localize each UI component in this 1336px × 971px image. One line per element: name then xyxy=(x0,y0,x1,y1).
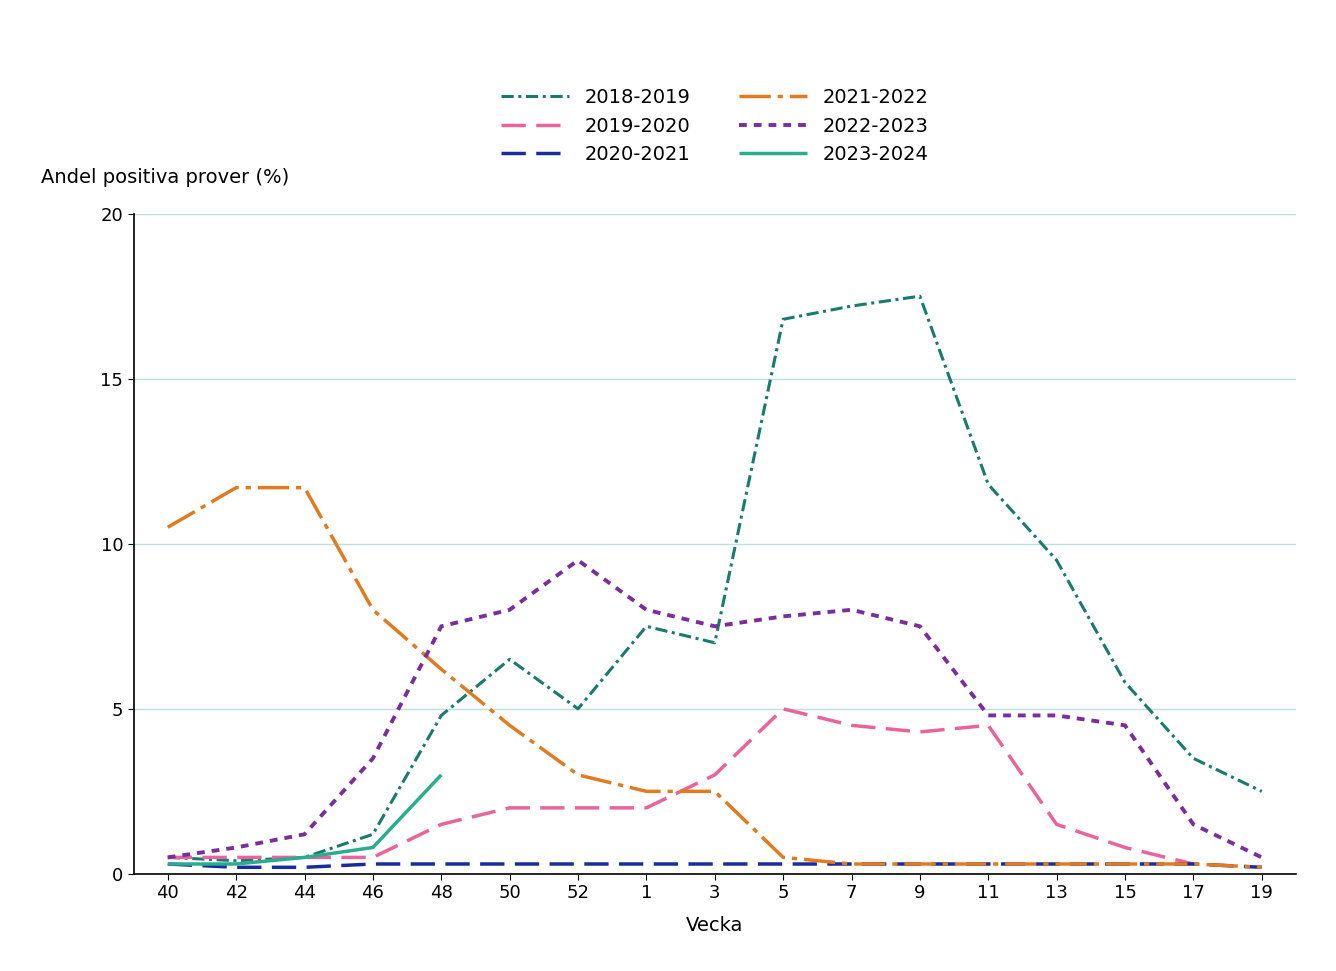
2022-2023 xyxy=(843,604,859,616)
2018-2019 xyxy=(160,852,176,863)
2020-2021 xyxy=(912,858,929,870)
2021-2022 xyxy=(707,786,723,797)
2018-2019 xyxy=(365,828,381,840)
2020-2021 xyxy=(297,861,313,873)
X-axis label: Vecka: Vecka xyxy=(687,917,743,935)
2018-2019 xyxy=(297,852,313,863)
2018-2019 xyxy=(707,637,723,649)
2018-2019 xyxy=(912,290,929,302)
2019-2020 xyxy=(501,802,517,814)
Line: 2018-2019: 2018-2019 xyxy=(168,296,1261,860)
2022-2023 xyxy=(775,611,791,622)
2019-2020 xyxy=(843,720,859,731)
2020-2021 xyxy=(775,858,791,870)
2018-2019 xyxy=(1117,677,1133,688)
2021-2022 xyxy=(1117,858,1133,870)
2021-2022 xyxy=(160,521,176,533)
2022-2023 xyxy=(639,604,655,616)
2020-2021 xyxy=(639,858,655,870)
2021-2022 xyxy=(1253,861,1269,873)
2021-2022 xyxy=(570,769,587,781)
2021-2022 xyxy=(228,482,244,493)
2022-2023 xyxy=(1253,852,1269,863)
2020-2021 xyxy=(160,858,176,870)
2022-2023 xyxy=(228,842,244,854)
2020-2021 xyxy=(433,858,449,870)
2022-2023 xyxy=(570,554,587,566)
2019-2020 xyxy=(1049,819,1065,830)
2018-2019 xyxy=(570,703,587,715)
2018-2019 xyxy=(1185,753,1201,764)
Line: 2020-2021: 2020-2021 xyxy=(168,864,1261,867)
2022-2023 xyxy=(160,852,176,863)
2021-2022 xyxy=(639,786,655,797)
2021-2022 xyxy=(981,858,997,870)
2019-2020 xyxy=(639,802,655,814)
2023-2024 xyxy=(228,858,244,870)
2020-2021 xyxy=(1117,858,1133,870)
2021-2022 xyxy=(433,663,449,675)
2019-2020 xyxy=(707,769,723,781)
2022-2023 xyxy=(981,710,997,721)
2023-2024 xyxy=(365,842,381,854)
2021-2022 xyxy=(1049,858,1065,870)
2018-2019 xyxy=(228,854,244,866)
2022-2023 xyxy=(501,604,517,616)
2019-2020 xyxy=(1117,842,1133,854)
2021-2022 xyxy=(843,858,859,870)
2021-2022 xyxy=(775,852,791,863)
2022-2023 xyxy=(1049,710,1065,721)
2020-2021 xyxy=(1185,858,1201,870)
2019-2020 xyxy=(433,819,449,830)
2021-2022 xyxy=(1185,858,1201,870)
2019-2020 xyxy=(365,852,381,863)
2018-2019 xyxy=(639,620,655,632)
Text: Andel positiva prover (%): Andel positiva prover (%) xyxy=(40,168,289,187)
2023-2024 xyxy=(160,858,176,870)
2022-2023 xyxy=(707,620,723,632)
2023-2024 xyxy=(433,769,449,781)
2021-2022 xyxy=(912,858,929,870)
2022-2023 xyxy=(433,620,449,632)
Legend: 2018-2019, 2019-2020, 2020-2021, 2021-2022, 2022-2023, 2023-2024: 2018-2019, 2019-2020, 2020-2021, 2021-20… xyxy=(492,78,938,174)
2020-2021 xyxy=(1253,861,1269,873)
2019-2020 xyxy=(228,852,244,863)
2020-2021 xyxy=(843,858,859,870)
2021-2022 xyxy=(297,482,313,493)
2018-2019 xyxy=(1253,786,1269,797)
2020-2021 xyxy=(707,858,723,870)
2019-2020 xyxy=(981,720,997,731)
2018-2019 xyxy=(981,479,997,490)
2022-2023 xyxy=(1117,720,1133,731)
2018-2019 xyxy=(433,710,449,721)
2019-2020 xyxy=(297,852,313,863)
2020-2021 xyxy=(501,858,517,870)
2020-2021 xyxy=(365,858,381,870)
2018-2019 xyxy=(775,314,791,325)
2020-2021 xyxy=(228,861,244,873)
2018-2019 xyxy=(501,653,517,665)
2020-2021 xyxy=(570,858,587,870)
2022-2023 xyxy=(912,620,929,632)
2019-2020 xyxy=(570,802,587,814)
Line: 2021-2022: 2021-2022 xyxy=(168,487,1261,867)
2018-2019 xyxy=(843,300,859,312)
2022-2023 xyxy=(297,828,313,840)
2022-2023 xyxy=(365,753,381,764)
2020-2021 xyxy=(981,858,997,870)
2023-2024 xyxy=(297,852,313,863)
Line: 2022-2023: 2022-2023 xyxy=(168,560,1261,857)
Line: 2019-2020: 2019-2020 xyxy=(168,709,1193,864)
2021-2022 xyxy=(501,720,517,731)
2021-2022 xyxy=(365,604,381,616)
2019-2020 xyxy=(912,726,929,738)
2019-2020 xyxy=(775,703,791,715)
2018-2019 xyxy=(1049,554,1065,566)
Line: 2023-2024: 2023-2024 xyxy=(168,775,441,864)
2019-2020 xyxy=(160,852,176,863)
2019-2020 xyxy=(1185,858,1201,870)
2020-2021 xyxy=(1049,858,1065,870)
2022-2023 xyxy=(1185,819,1201,830)
